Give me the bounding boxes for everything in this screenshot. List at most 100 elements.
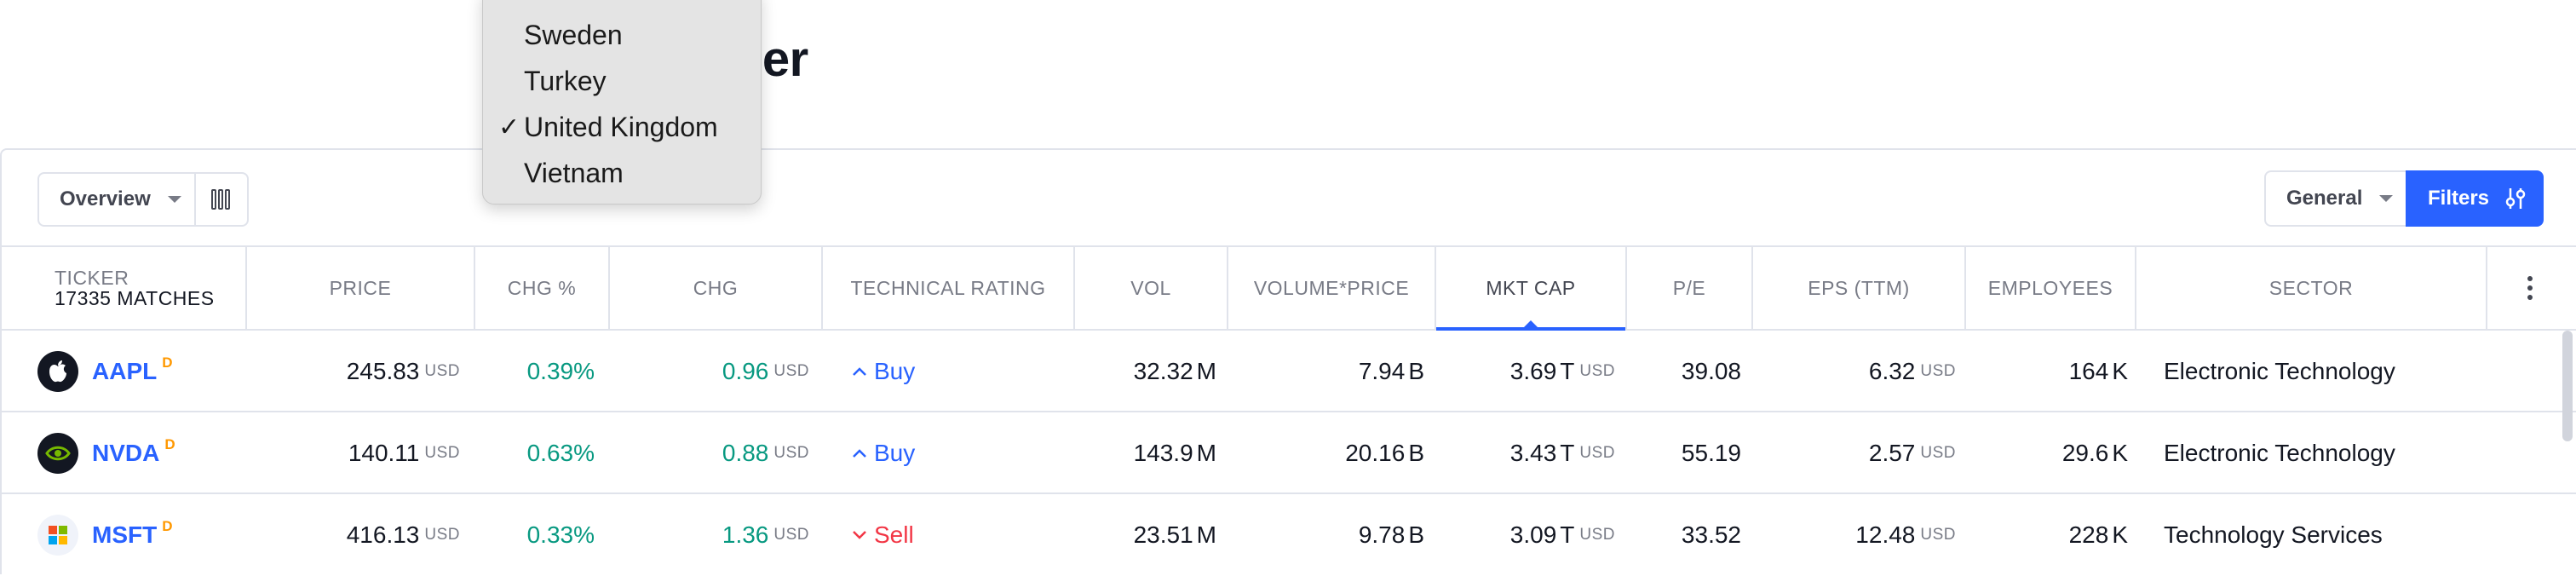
checkmark-icon: ✓ bbox=[498, 112, 520, 141]
eps-cell: 6.32 USD bbox=[1753, 331, 1956, 412]
delayed-badge: D bbox=[164, 436, 175, 452]
country-dropdown-menu: Sweden Turkey ✓ United Kingdom Vietnam bbox=[482, 0, 762, 204]
mkt-cap-magnitude: T bbox=[1560, 521, 1575, 548]
apple-logo-icon bbox=[37, 351, 78, 392]
technical-rating-cell: Buy bbox=[852, 331, 915, 412]
column-header-chg-pct[interactable]: CHG % bbox=[475, 247, 610, 329]
price-value: 140.11 bbox=[348, 440, 420, 466]
rating-label: Buy bbox=[874, 440, 916, 466]
volume-price-cell: 9.78 B bbox=[1228, 494, 1424, 576]
delayed-badge: D bbox=[162, 354, 173, 371]
mkt-cap-cell: 3.43 T USD bbox=[1436, 412, 1615, 494]
dropdown-option[interactable]: Turkey bbox=[483, 58, 761, 104]
dropdown-option[interactable]: Vietnam bbox=[483, 150, 761, 196]
column-header-price[interactable]: PRICE bbox=[247, 247, 475, 329]
vol-unit: M bbox=[1196, 521, 1216, 548]
column-header-employees[interactable]: EMPLOYEES bbox=[1966, 247, 2136, 329]
ticker-header-label: TICKER bbox=[55, 267, 129, 289]
eps-value: 12.48 bbox=[1855, 521, 1916, 548]
chg-cell: 0.88 USD bbox=[610, 412, 809, 494]
chg-value: 0.96 bbox=[722, 358, 769, 384]
mkt-cap-cell: 3.69 T USD bbox=[1436, 331, 1615, 412]
sector-cell[interactable]: Electronic Technology bbox=[2164, 440, 2395, 466]
sector-cell[interactable]: Technology Services bbox=[2164, 521, 2383, 548]
employees-unit: K bbox=[2112, 521, 2128, 548]
employees-unit: K bbox=[2112, 440, 2128, 466]
mkt-cap-unit: USD bbox=[1579, 444, 1615, 462]
filters-button[interactable]: Filters bbox=[2406, 170, 2544, 227]
price-value: 245.83 bbox=[346, 358, 420, 384]
dropdown-option-label: Turkey bbox=[524, 65, 607, 96]
vol-value: 32.32 bbox=[1133, 358, 1193, 384]
column-header-pe[interactable]: P/E bbox=[1627, 247, 1753, 329]
price-cell: 416.13 USD bbox=[247, 494, 460, 576]
chg-value: 0.88 bbox=[722, 440, 769, 466]
price-cell: 245.83 USD bbox=[247, 331, 460, 412]
ticker-symbol[interactable]: NVDA bbox=[92, 440, 160, 466]
volume-price-cell: 7.94 B bbox=[1228, 331, 1424, 412]
technical-rating-cell: Buy bbox=[852, 412, 915, 494]
employees-cell: 164 K bbox=[1966, 331, 2128, 412]
dropdown-option-selected[interactable]: ✓ United Kingdom bbox=[483, 104, 761, 150]
sector-cell[interactable]: Electronic Technology bbox=[2164, 358, 2395, 384]
table-row[interactable]: MSFT D 416.13 USD 0.33% 1.36 USD Sell 23.5… bbox=[2, 494, 2576, 576]
more-vertical-icon bbox=[2527, 276, 2533, 300]
dropdown-option[interactable]: Sweden bbox=[483, 12, 761, 58]
ticker-symbol[interactable]: MSFT bbox=[92, 521, 158, 548]
nvidia-logo-icon bbox=[37, 433, 78, 474]
eps-cell: 12.48 USD bbox=[1753, 494, 1956, 576]
mkt-cap-value: 3.69 bbox=[1509, 358, 1557, 384]
chg-value: 1.36 bbox=[722, 521, 769, 548]
mkt-cap-unit: USD bbox=[1579, 526, 1615, 544]
column-settings-button[interactable] bbox=[194, 172, 249, 227]
rating-label: Buy bbox=[874, 358, 916, 384]
table-header: TICKER 17335 MATCHES PRICE CHG % CHG TEC… bbox=[2, 245, 2576, 331]
view-select[interactable]: Overview bbox=[37, 172, 196, 227]
column-header-vol[interactable]: VOL bbox=[1075, 247, 1228, 329]
eps-value: 6.32 bbox=[1868, 358, 1916, 384]
mkt-cap-value: 3.43 bbox=[1509, 440, 1557, 466]
dropdown-option-label: Vietnam bbox=[524, 157, 624, 188]
chg-unit: USD bbox=[773, 444, 809, 462]
pe-cell: 55.19 bbox=[1681, 440, 1741, 466]
column-header-chg[interactable]: CHG bbox=[610, 247, 823, 329]
column-header-ticker[interactable]: TICKER 17335 MATCHES bbox=[2, 247, 247, 329]
employees-unit: K bbox=[2112, 358, 2128, 384]
chg-unit: USD bbox=[773, 526, 809, 544]
microsoft-logo-icon bbox=[37, 515, 78, 556]
more-columns-button[interactable] bbox=[2487, 247, 2573, 329]
vol-unit: M bbox=[1196, 358, 1216, 384]
column-header-technical-rating[interactable]: TECHNICAL RATING bbox=[823, 247, 1075, 329]
columns-icon bbox=[210, 189, 231, 210]
column-header-sector[interactable]: SECTOR bbox=[2136, 247, 2487, 329]
chevron-down-icon bbox=[167, 196, 181, 203]
volume-price-unit: B bbox=[1408, 521, 1424, 548]
column-header-eps[interactable]: EPS (TTM) bbox=[1753, 247, 1966, 329]
general-select[interactable]: General bbox=[2264, 170, 2407, 227]
eps-unit: USD bbox=[1920, 362, 1956, 380]
sliders-icon bbox=[2505, 188, 2526, 209]
volume-price-value: 9.78 bbox=[1358, 521, 1406, 548]
column-header-volume-price[interactable]: VOLUME*PRICE bbox=[1228, 247, 1436, 329]
chg-pct-cell: 0.63% bbox=[526, 440, 595, 466]
ticker-symbol[interactable]: AAPL bbox=[92, 358, 158, 384]
view-select-label: Overview bbox=[60, 187, 151, 210]
column-header-mkt-cap[interactable]: MKT CAP bbox=[1436, 247, 1627, 331]
chg-cell: 1.36 USD bbox=[610, 494, 809, 576]
chg-pct-cell: 0.39% bbox=[526, 358, 595, 384]
employees-value: 228 bbox=[2068, 521, 2109, 548]
vertical-scrollbar[interactable] bbox=[2562, 331, 2573, 441]
table-row[interactable]: NVDA D 140.11 USD 0.63% 0.88 USD Buy 143.9… bbox=[2, 412, 2576, 494]
pe-cell: 39.08 bbox=[1681, 358, 1741, 384]
pe-cell: 33.52 bbox=[1681, 521, 1741, 548]
ticker-cell: AAPL D bbox=[37, 331, 173, 412]
vol-unit: M bbox=[1196, 440, 1216, 466]
eps-unit: USD bbox=[1920, 526, 1956, 544]
chg-pct-cell: 0.33% bbox=[526, 521, 595, 548]
price-unit: USD bbox=[424, 362, 460, 380]
chevron-up-icon bbox=[853, 449, 866, 458]
employees-value: 29.6 bbox=[2061, 440, 2109, 466]
dropdown-option-label: Sweden bbox=[524, 19, 623, 50]
employees-cell: 29.6 K bbox=[1966, 412, 2128, 494]
table-row[interactable]: AAPL D 245.83 USD 0.39% 0.96 USD Buy 32.32… bbox=[2, 331, 2576, 412]
